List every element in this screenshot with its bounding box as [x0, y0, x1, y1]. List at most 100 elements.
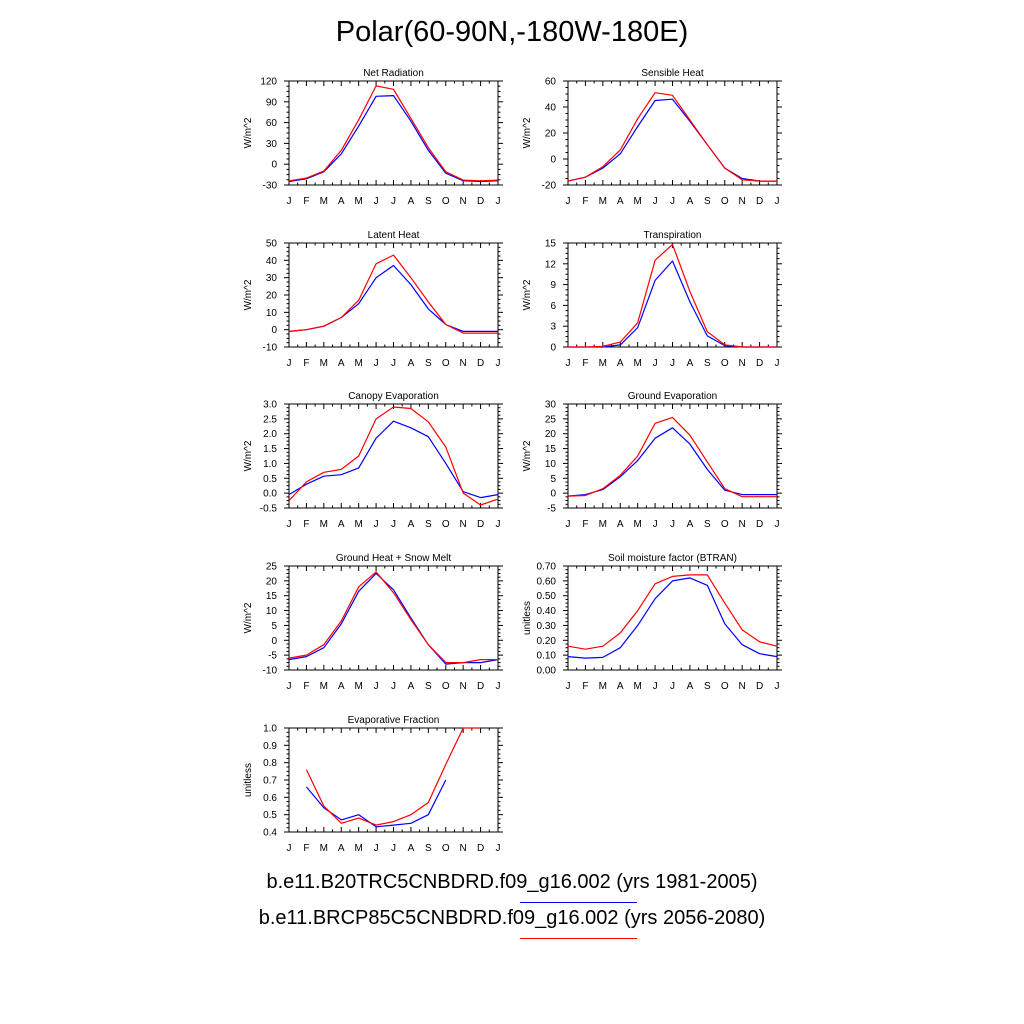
x-tick-label: J: [775, 519, 780, 530]
x-tick-label: J: [670, 196, 675, 207]
y-tick-label: 0.40: [537, 606, 557, 617]
x-tick-label: D: [477, 681, 484, 692]
y-tick-label: 5: [550, 474, 556, 485]
x-tick-label: J: [670, 519, 675, 530]
x-tick-label: J: [391, 519, 396, 530]
x-tick-label: F: [303, 519, 309, 530]
y-tick-label: 0.5: [263, 474, 277, 485]
y-tick-label: 0.4: [263, 828, 277, 839]
series-line-1: [568, 260, 777, 348]
series-line-1: [567, 427, 777, 497]
y-tick-label: 1.0: [263, 724, 277, 735]
x-tick-label: N: [460, 843, 467, 854]
chart-title: Ground Evaporation: [628, 391, 718, 402]
x-tick-label: J: [496, 843, 501, 854]
x-tick-label: A: [617, 519, 624, 530]
chart-title: Transpiration: [644, 230, 702, 241]
x-tick-label: D: [756, 358, 763, 369]
x-tick-label: M: [354, 358, 362, 369]
legend-swatch-1: [520, 902, 637, 903]
y-tick-label: 10: [545, 459, 557, 470]
x-tick-label: J: [287, 843, 292, 854]
x-tick-label: O: [442, 843, 450, 854]
x-tick-label: N: [739, 358, 746, 369]
x-tick-label: M: [354, 196, 362, 207]
y-tick-label: 0: [271, 325, 277, 336]
y-tick-label: 15: [545, 239, 557, 250]
series-line-1: [567, 577, 778, 659]
x-tick-label: M: [599, 681, 607, 692]
x-tick-label: A: [338, 843, 345, 854]
y-tick-label: 15: [545, 444, 557, 455]
x-tick-label: J: [653, 196, 658, 207]
x-tick-label: F: [582, 358, 588, 369]
x-tick-label: N: [739, 519, 746, 530]
y-tick-label: 120: [260, 77, 277, 88]
x-tick-label: M: [599, 358, 607, 369]
y-tick-label: -20: [542, 181, 557, 192]
y-tick-label: 0.60: [537, 576, 557, 587]
x-tick-label: J: [496, 681, 501, 692]
x-tick-label: J: [496, 519, 501, 530]
x-tick-label: J: [653, 358, 658, 369]
x-tick-label: F: [303, 358, 309, 369]
y-tick-label: 1.5: [263, 444, 277, 455]
x-tick-label: A: [408, 358, 415, 369]
x-tick-label: A: [687, 519, 694, 530]
x-tick-label: O: [442, 519, 450, 530]
x-tick-label: M: [320, 843, 328, 854]
y-tick-label: 30: [266, 139, 278, 150]
x-tick-label: J: [391, 358, 396, 369]
x-tick-label: S: [704, 358, 711, 369]
y-axis-label: W/m^2: [243, 440, 254, 471]
x-tick-label: A: [687, 196, 694, 207]
plot-frame: [567, 242, 778, 348]
y-tick-label: 0: [550, 343, 556, 354]
y-tick-label: 1.0: [263, 459, 277, 470]
x-tick-label: S: [704, 519, 711, 530]
y-tick-label: 0.7: [263, 776, 277, 787]
x-tick-label: D: [477, 358, 484, 369]
x-tick-label: S: [425, 196, 432, 207]
series-line-1: [305, 779, 447, 828]
y-tick-label: 0: [271, 160, 277, 171]
y-axis-label: W/m^2: [522, 279, 533, 310]
x-tick-label: D: [756, 196, 763, 207]
x-tick-label: N: [460, 196, 467, 207]
x-tick-label: S: [425, 358, 432, 369]
y-tick-label: -10: [263, 666, 278, 677]
x-tick-label: N: [460, 681, 467, 692]
y-tick-label: 3: [550, 322, 556, 333]
x-tick-label: S: [425, 843, 432, 854]
chart-title: Ground Heat + Snow Melt: [336, 553, 452, 564]
y-tick-label: -30: [263, 181, 278, 192]
y-tick-label: 3.0: [263, 400, 277, 411]
x-tick-label: N: [739, 196, 746, 207]
x-tick-label: M: [599, 196, 607, 207]
page-title: Polar(60-90N,-180W-180E): [335, 16, 689, 48]
y-tick-label: 10: [266, 606, 278, 617]
x-tick-label: J: [287, 519, 292, 530]
y-axis-label: W/m^2: [243, 602, 254, 633]
y-tick-label: 30: [266, 273, 278, 284]
series-line-2: [305, 727, 481, 826]
x-tick-label: S: [425, 519, 432, 530]
y-axis-label: W/m^2: [243, 117, 254, 148]
x-tick-label: J: [374, 519, 379, 530]
x-tick-label: O: [442, 358, 450, 369]
y-tick-label: 6: [550, 301, 556, 312]
x-tick-label: J: [670, 358, 675, 369]
series-line-1: [288, 572, 499, 665]
series-line-2: [567, 92, 777, 182]
y-tick-label: 12: [545, 259, 557, 270]
x-tick-label: J: [653, 681, 658, 692]
x-tick-label: J: [391, 681, 396, 692]
y-tick-label: 2.0: [263, 429, 277, 440]
x-tick-label: M: [354, 519, 362, 530]
x-tick-label: J: [775, 681, 780, 692]
y-tick-label: 0: [271, 636, 277, 647]
x-tick-label: N: [460, 358, 467, 369]
